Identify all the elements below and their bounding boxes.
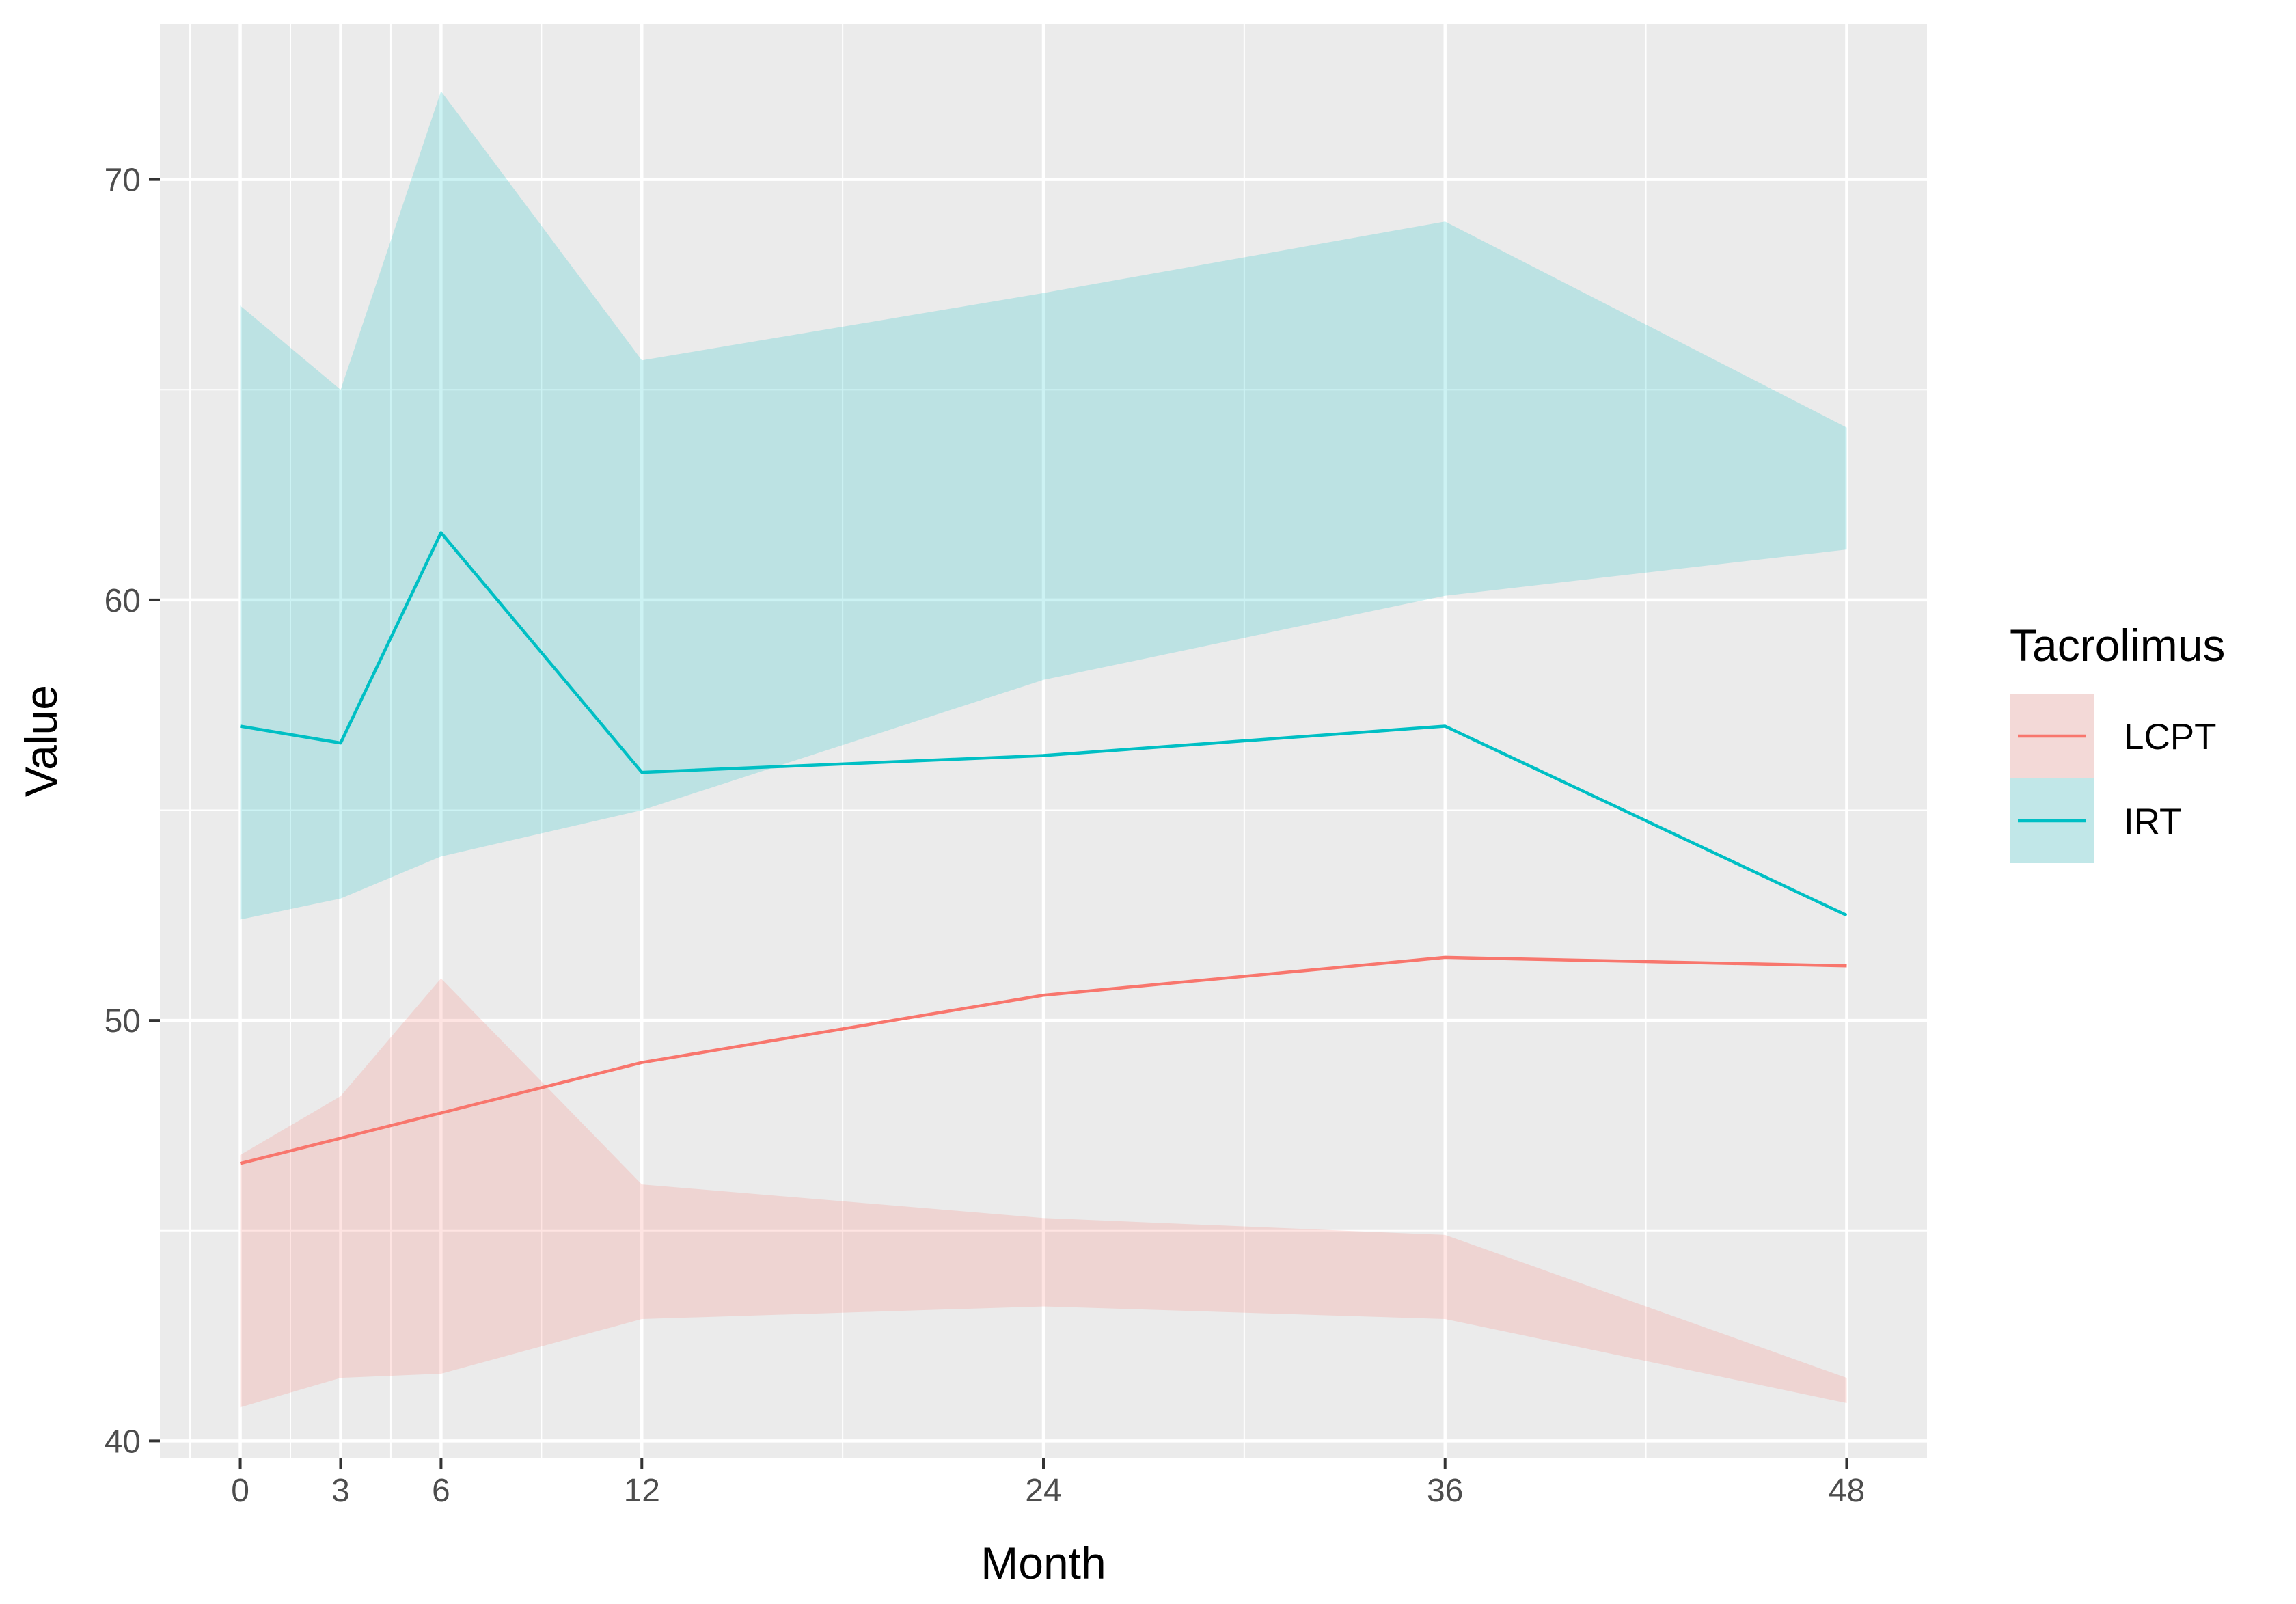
x-tick-label: 12	[624, 1473, 660, 1509]
confidence-bands	[240, 91, 1847, 1408]
y-tick-label: 40	[105, 1424, 141, 1460]
legend-label-irt: IRT	[2124, 802, 2181, 842]
series-lines	[239, 531, 1848, 1165]
y-axis-title: Value	[16, 685, 66, 797]
x-tick-label: 48	[1829, 1473, 1865, 1509]
legend: Tacrolimus LCPT IRT	[2010, 620, 2225, 863]
major-gridlines	[160, 24, 1927, 1458]
x-tick-label: 0	[231, 1473, 249, 1509]
x-tick-label: 36	[1427, 1473, 1463, 1509]
x-axis: 0 3 6 12 24 36 48	[231, 1458, 1865, 1509]
x-tick-label: 24	[1025, 1473, 1061, 1509]
y-tick-label: 70	[105, 163, 141, 199]
line-irt	[240, 531, 1848, 917]
band-irt	[240, 91, 1847, 920]
band-lcpt	[240, 978, 1847, 1408]
y-axis: 40 50 60 70	[105, 163, 160, 1460]
legend-title: Tacrolimus	[2010, 620, 2225, 670]
y-tick-label: 60	[105, 583, 141, 619]
legend-item-lcpt: LCPT	[2010, 694, 2216, 778]
line-lcpt	[239, 955, 1847, 1165]
y-tick-label: 50	[105, 1003, 141, 1039]
x-axis-title: Month	[981, 1538, 1106, 1588]
legend-item-irt: IRT	[2010, 778, 2181, 863]
legend-label-lcpt: LCPT	[2124, 717, 2216, 757]
x-tick-label: 6	[432, 1473, 450, 1509]
x-tick-label: 3	[331, 1473, 350, 1509]
